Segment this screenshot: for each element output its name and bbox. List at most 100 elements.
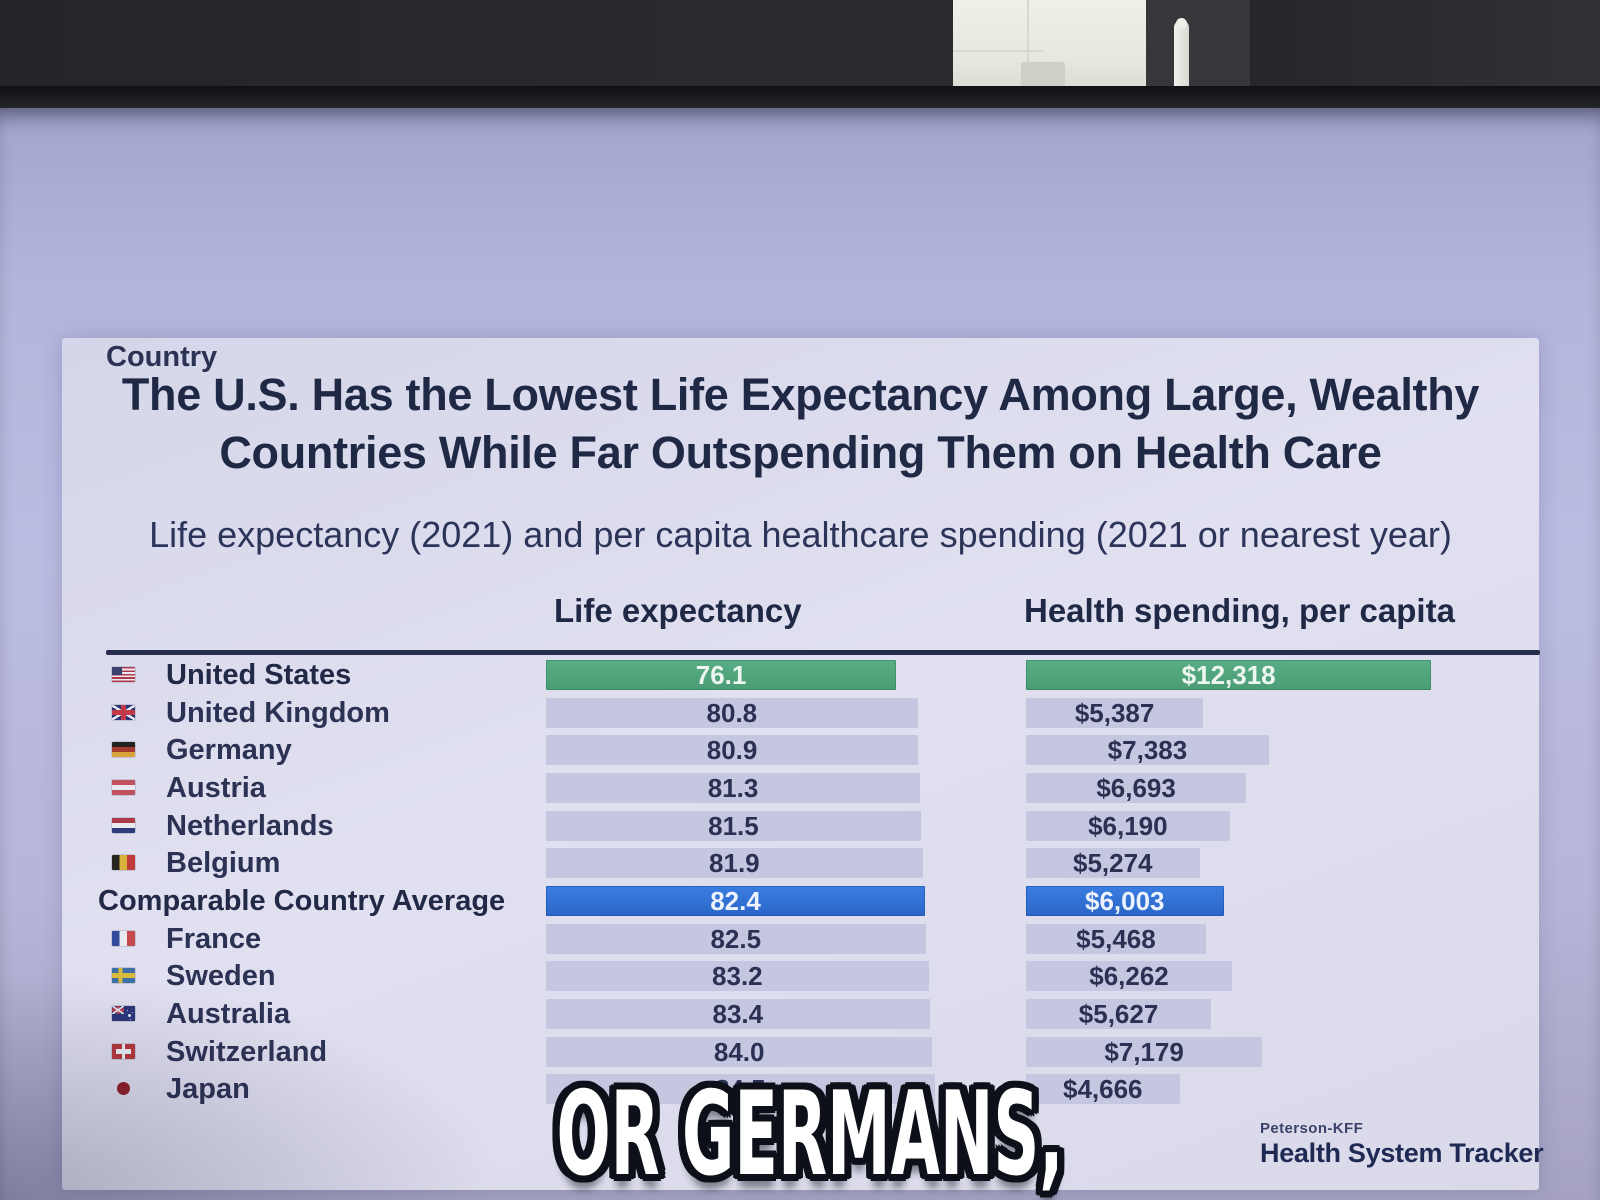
health-spending-bar: $5,627 (1026, 998, 1212, 1029)
table-row: France 82.5 $5,468 (62, 920, 1539, 958)
chart-subtitle: Life expectancy (2021) and per capita he… (149, 514, 1452, 555)
health-spending-bar: $5,468 (1026, 923, 1206, 954)
fr-flag-icon (112, 930, 135, 946)
life-expectancy-bar: 84.0 (546, 1036, 933, 1067)
chart-title-line-2: Countries While Far Outspending Them on … (219, 427, 1382, 478)
life-expectancy-bar: 84.5 (546, 1074, 935, 1105)
tv-bezel (0, 86, 1600, 108)
table-row: Japan 84.5 $4,666 (62, 1070, 1539, 1108)
at-flag-icon (112, 779, 135, 795)
table-row: Australia 83.4 $5,627 (62, 995, 1539, 1033)
life-expectancy-value: 81.5 (708, 810, 759, 841)
au-flag-icon (112, 1005, 135, 1021)
country-label: United Kingdom (166, 696, 390, 729)
health-spending-bar: $7,383 (1026, 735, 1269, 766)
source-logo-product: Health System Tracker (1260, 1138, 1544, 1168)
country-label: Germany (166, 734, 292, 767)
country-label: Comparable Country Average (98, 884, 506, 917)
health-spending-value: $5,468 (1076, 923, 1156, 954)
be-flag-icon (112, 855, 135, 871)
background-object (1021, 62, 1065, 88)
health-spending-bar: $12,318 (1026, 660, 1432, 690)
door-handle (1174, 18, 1189, 88)
life-expectancy-bar: 83.2 (546, 961, 929, 992)
health-spending-bar: $6,262 (1026, 961, 1232, 992)
gb-flag-icon (112, 704, 135, 720)
table-row: Belgium 81.9 $5,274 (62, 844, 1539, 882)
chart-title-line-1: The U.S. Has the Lowest Life Expectancy … (121, 369, 1480, 420)
table-row: United States 76.1 $12,318 (62, 656, 1539, 694)
health-spending-bar: $4,666 (1026, 1074, 1180, 1105)
table-row: Netherlands 81.5 $6,190 (62, 807, 1539, 845)
chart-card: The U.S. Has the Lowest Life Expectancy … (62, 338, 1544, 1190)
table-row: Comparable Country Average 82.4 $6,003 (62, 882, 1539, 920)
nl-flag-icon (112, 817, 135, 833)
column-header-country: Country (106, 341, 218, 373)
life-expectancy-value: 84.0 (713, 1036, 765, 1067)
doorway-light (953, 0, 1146, 88)
se-flag-icon (112, 968, 135, 984)
country-label: Sweden (166, 960, 276, 993)
health-spending-value: $12,318 (1181, 660, 1276, 690)
life-expectancy-bar: 76.1 (546, 660, 897, 690)
life-expectancy-bar: 82.5 (546, 923, 926, 954)
health-spending-value: $7,179 (1104, 1036, 1184, 1067)
ch-flag-icon (112, 1043, 135, 1059)
wall-tile-line (1027, 0, 1029, 88)
de-flag-icon (112, 742, 135, 758)
health-spending-bar: $6,693 (1026, 772, 1247, 803)
wall-tile-line (953, 50, 1043, 52)
table-row: United Kingdom 80.8 $5,387 (62, 694, 1539, 732)
country-label: France (166, 922, 262, 955)
life-expectancy-value: 81.9 (709, 848, 760, 879)
table-row: Austria 81.3 $6,693 (62, 769, 1539, 807)
table-row: Switzerland 84.0 $7,179 (62, 1033, 1539, 1071)
life-expectancy-bar: 81.9 (546, 848, 923, 879)
tv-screen: The U.S. Has the Lowest Life Expectancy … (0, 108, 1600, 1200)
health-spending-bar: $5,274 (1026, 848, 1200, 879)
health-spending-value: $7,383 (1107, 735, 1188, 766)
life-expectancy-bar: 80.8 (546, 697, 918, 728)
country-label: Australia (166, 997, 291, 1030)
table-row: Germany 80.9 $7,383 (62, 731, 1539, 769)
country-label: Austria (166, 771, 266, 804)
country-label: United States (166, 659, 352, 691)
life-expectancy-value: 80.8 (706, 697, 758, 728)
table-row: Sweden 83.2 $6,262 (62, 957, 1539, 995)
table-body: United States 76.1 $12,318 United Kingdo… (62, 656, 1539, 1112)
health-spending-value: $5,274 (1072, 848, 1153, 879)
column-header-life-expectancy: Life expectancy (554, 592, 802, 629)
country-label: Netherlands (166, 809, 334, 842)
health-spending-value: $6,693 (1096, 772, 1176, 803)
source-logo: Peterson-KFF Health System Tracker (1260, 1120, 1544, 1169)
life-expectancy-value: 83.4 (712, 998, 764, 1029)
health-spending-value: $6,262 (1089, 961, 1169, 992)
life-expectancy-value: 81.3 (707, 772, 759, 803)
health-spending-value: $5,387 (1074, 697, 1155, 728)
health-spending-bar: $6,003 (1026, 885, 1224, 916)
life-expectancy-value: 83.2 (712, 961, 763, 992)
source-logo-brand: Peterson-KFF (1260, 1120, 1364, 1137)
life-expectancy-bar: 82.4 (546, 885, 925, 916)
door-frame (1146, 0, 1250, 88)
country-label: Switzerland (166, 1035, 328, 1068)
health-spending-bar: $6,190 (1026, 810, 1230, 841)
life-expectancy-value: 82.5 (710, 923, 762, 954)
life-expectancy-bar: 81.5 (546, 810, 921, 841)
us-flag-icon (112, 667, 135, 682)
life-expectancy-value: 82.4 (710, 885, 761, 916)
life-expectancy-value: 76.1 (695, 660, 747, 690)
life-expectancy-bar: 81.3 (546, 772, 920, 803)
country-label: Japan (166, 1073, 250, 1106)
health-spending-value: $6,003 (1084, 885, 1165, 916)
health-spending-value: $5,627 (1078, 998, 1159, 1029)
country-label: Belgium (166, 847, 281, 880)
life-expectancy-bar: 80.9 (546, 735, 919, 766)
jp-flag-icon (112, 1081, 135, 1096)
health-spending-value: $4,666 (1062, 1074, 1143, 1105)
life-expectancy-value: 80.9 (706, 735, 758, 766)
health-spending-bar: $7,179 (1026, 1036, 1263, 1067)
health-spending-value: $6,190 (1088, 810, 1168, 841)
column-header-health-spending: Health spending, per capita (1024, 592, 1455, 629)
